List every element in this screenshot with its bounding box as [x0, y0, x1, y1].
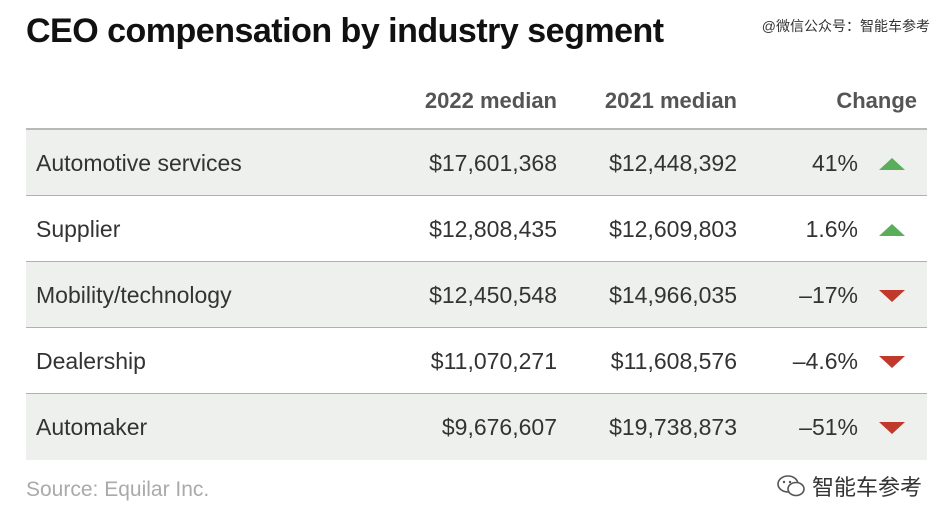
source-note: Source: Equilar Inc. — [26, 478, 210, 501]
table-row: Dealership $11,070,271 $11,608,576 –4.6% — [26, 328, 927, 394]
table-row: Supplier $12,808,435 $12,609,803 1.6% — [26, 196, 927, 262]
watermark-top: @微信公众号：智能车参考 — [761, 18, 930, 34]
header-2021-median: 2021 median — [604, 88, 737, 113]
header-2022-median: 2022 median — [424, 88, 557, 113]
median-2021-cell: $14,966,035 — [609, 282, 737, 308]
median-2022-cell: $9,676,607 — [441, 414, 557, 440]
median-2021-cell: $12,448,392 — [609, 150, 737, 176]
table-row: Automaker $9,676,607 $19,738,873 –51% — [26, 394, 927, 460]
down-arrow-icon — [879, 290, 905, 302]
median-2022-cell: $12,450,548 — [429, 282, 557, 308]
change-cell: –17% — [799, 282, 858, 308]
median-2022-cell: $11,070,271 — [430, 348, 557, 374]
median-2022-cell: $12,808,435 — [429, 216, 557, 242]
median-2022-cell: $17,601,368 — [429, 150, 557, 176]
watermark-bottom: 智能车参考 — [776, 470, 922, 502]
segment-cell: Dealership — [36, 348, 146, 374]
down-arrow-icon — [879, 422, 905, 434]
median-2021-cell: $12,609,803 — [609, 216, 737, 242]
compensation-table: 2022 median 2021 median Change Automotiv… — [26, 78, 927, 460]
change-cell: 41% — [811, 150, 858, 176]
up-arrow-icon — [879, 158, 905, 170]
median-2021-cell: $19,738,873 — [609, 414, 737, 440]
change-cell: –4.6% — [792, 348, 858, 374]
down-arrow-icon — [879, 356, 905, 368]
segment-cell: Mobility/technology — [36, 282, 232, 308]
change-cell: 1.6% — [805, 216, 858, 242]
segment-cell: Supplier — [36, 216, 121, 242]
segment-cell: Automaker — [36, 414, 148, 440]
table-row: Mobility/technology $12,450,548 $14,966,… — [26, 262, 927, 328]
segment-cell: Automotive services — [36, 150, 242, 176]
median-2021-cell: $11,608,576 — [610, 348, 737, 374]
up-arrow-icon — [879, 224, 905, 236]
chart-title: CEO compensation by industry segment — [26, 12, 664, 50]
watermark-bottom-text: 智能车参考 — [811, 475, 922, 500]
header-change: Change — [836, 88, 917, 113]
table-row: Automotive services $17,601,368 $12,448,… — [26, 130, 927, 196]
change-cell: –51% — [799, 414, 858, 440]
chat-bubble-icon — [777, 475, 805, 497]
table-header: 2022 median 2021 median Change — [26, 78, 927, 130]
